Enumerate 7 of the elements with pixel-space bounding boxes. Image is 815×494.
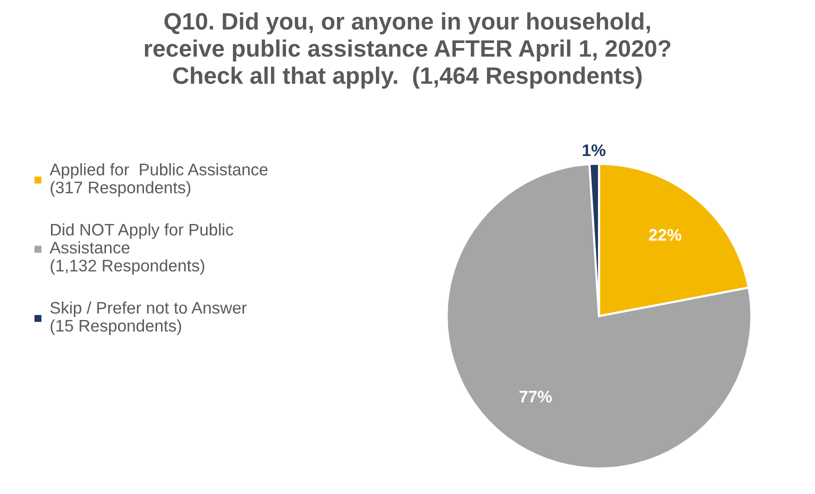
legend-label: Did NOT Apply for Public Assistance (1,132 Respondents) [50, 223, 234, 275]
data-label: 22% [648, 229, 682, 241]
chart-title: Q10. Did you, or anyone in your household, receive public assistance AFTER April 1, 2020? Check all that apply. (1,464 Respondents) [144, 12, 670, 89]
legend-label: Skip / Prefer not to Answer (15 Respondents) [50, 301, 247, 335]
legend-label: Applied for Public Assistance (317 Respondents) [50, 163, 268, 197]
data-label: 1% [582, 144, 606, 156]
data-label: 77% [520, 390, 552, 402]
